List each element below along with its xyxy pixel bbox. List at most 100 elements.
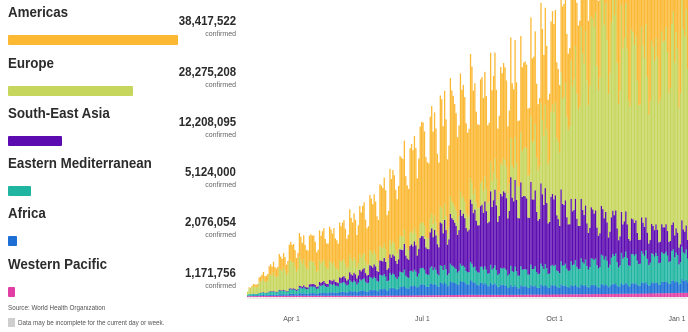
- bar-europe: [261, 281, 262, 293]
- bar-europe: [343, 259, 344, 276]
- bar-europe: [507, 194, 508, 219]
- bar-europe: [487, 203, 488, 223]
- bar-south-east-asia: [642, 223, 643, 254]
- bar-south-east-asia: [573, 210, 574, 265]
- bar-europe: [271, 276, 272, 292]
- bar-americas: [566, 34, 567, 117]
- bar-south-east-asia: [438, 247, 439, 275]
- bar-south-east-asia: [667, 231, 668, 255]
- bar-americas: [569, 48, 570, 126]
- bar-western-pacific: [490, 295, 491, 297]
- bar-africa: [585, 285, 586, 294]
- bar-eastern-mediterranean: [479, 273, 480, 286]
- bar-western-pacific: [348, 296, 349, 297]
- bar-eastern-mediterranean: [460, 264, 461, 281]
- bar-europe: [514, 137, 515, 180]
- bar-africa: [497, 287, 498, 295]
- bar-africa: [618, 287, 619, 294]
- bar-africa: [598, 288, 599, 294]
- bar-americas: [361, 213, 362, 258]
- bar-africa: [655, 282, 656, 293]
- bar-south-east-asia: [670, 241, 671, 261]
- bar-south-east-asia: [310, 284, 311, 287]
- bar-europe: [676, 32, 677, 228]
- bar-africa: [642, 283, 643, 294]
- bar-americas: [631, 0, 632, 29]
- bar-eastern-mediterranean: [494, 265, 495, 283]
- bar-south-east-asia: [381, 261, 382, 275]
- bar-africa: [365, 291, 366, 295]
- bar-western-pacific: [618, 294, 619, 297]
- bar-western-pacific: [336, 296, 337, 297]
- bar-europe: [464, 202, 465, 219]
- bar-eastern-mediterranean: [522, 270, 523, 287]
- bar-europe: [322, 261, 323, 281]
- bar-africa: [674, 283, 675, 293]
- bar-western-pacific: [595, 294, 596, 297]
- bar-south-east-asia: [358, 276, 359, 283]
- bar-americas: [517, 121, 518, 186]
- bar-western-pacific: [460, 295, 461, 297]
- bar-eastern-mediterranean: [443, 270, 444, 284]
- bar-africa: [425, 287, 426, 296]
- bar-western-pacific: [415, 295, 416, 297]
- bar-europe: [289, 262, 290, 289]
- bar-south-east-asia: [303, 285, 304, 287]
- bar-americas: [468, 129, 469, 215]
- bar-western-pacific: [575, 294, 576, 297]
- bar-eastern-mediterranean: [384, 274, 385, 289]
- bar-europe: [408, 250, 409, 260]
- bar-americas: [320, 236, 321, 264]
- bar-western-pacific: [444, 295, 445, 297]
- bar-africa: [339, 292, 340, 296]
- bar-africa: [601, 284, 602, 294]
- bar-africa: [296, 294, 297, 295]
- bar-europe: [283, 267, 284, 289]
- bar-africa: [287, 295, 288, 296]
- bar-europe: [629, 107, 630, 241]
- bar-africa: [405, 288, 406, 295]
- bar-south-east-asia: [392, 255, 393, 274]
- bar-europe: [493, 173, 494, 201]
- bar-south-east-asia: [471, 204, 472, 264]
- bar-eastern-mediterranean: [339, 283, 340, 292]
- bar-africa: [456, 284, 457, 295]
- bar-americas: [271, 267, 272, 276]
- bar-eastern-mediterranean: [399, 272, 400, 287]
- bar-south-east-asia: [297, 289, 298, 290]
- bar-western-pacific: [261, 296, 262, 297]
- bar-americas: [421, 122, 422, 222]
- bar-south-east-asia: [366, 276, 367, 284]
- bar-south-east-asia: [286, 291, 287, 292]
- bar-western-pacific: [378, 296, 379, 297]
- bar-europe: [558, 142, 559, 219]
- bar-americas: [414, 136, 415, 228]
- bar-western-pacific: [270, 296, 271, 297]
- bar-europe: [421, 222, 422, 236]
- bar-africa: [641, 282, 642, 293]
- bar-western-pacific: [594, 294, 595, 297]
- bar-africa: [473, 283, 474, 295]
- bar-africa: [384, 289, 385, 296]
- bar-americas: [280, 257, 281, 270]
- bar-europe: [536, 157, 537, 212]
- bar-eastern-mediterranean: [627, 258, 628, 284]
- bar-western-pacific: [421, 295, 422, 297]
- bar-south-east-asia: [565, 200, 566, 263]
- bar-europe: [566, 117, 567, 217]
- bar-south-east-asia: [509, 211, 510, 274]
- bar-south-east-asia: [598, 236, 599, 269]
- bar-eastern-mediterranean: [263, 292, 264, 295]
- bar-europe: [517, 187, 518, 218]
- bar-europe: [407, 248, 408, 258]
- bar-eastern-mediterranean: [608, 268, 609, 288]
- bar-europe: [532, 142, 533, 199]
- bar-americas: [453, 96, 454, 204]
- bar-western-pacific: [375, 296, 376, 297]
- bar-western-pacific: [647, 294, 648, 297]
- bar-western-pacific: [443, 295, 444, 297]
- bar-south-east-asia: [374, 264, 375, 276]
- bar-south-east-asia: [536, 212, 537, 272]
- bar-western-pacific: [379, 296, 380, 297]
- bar-americas: [312, 236, 313, 262]
